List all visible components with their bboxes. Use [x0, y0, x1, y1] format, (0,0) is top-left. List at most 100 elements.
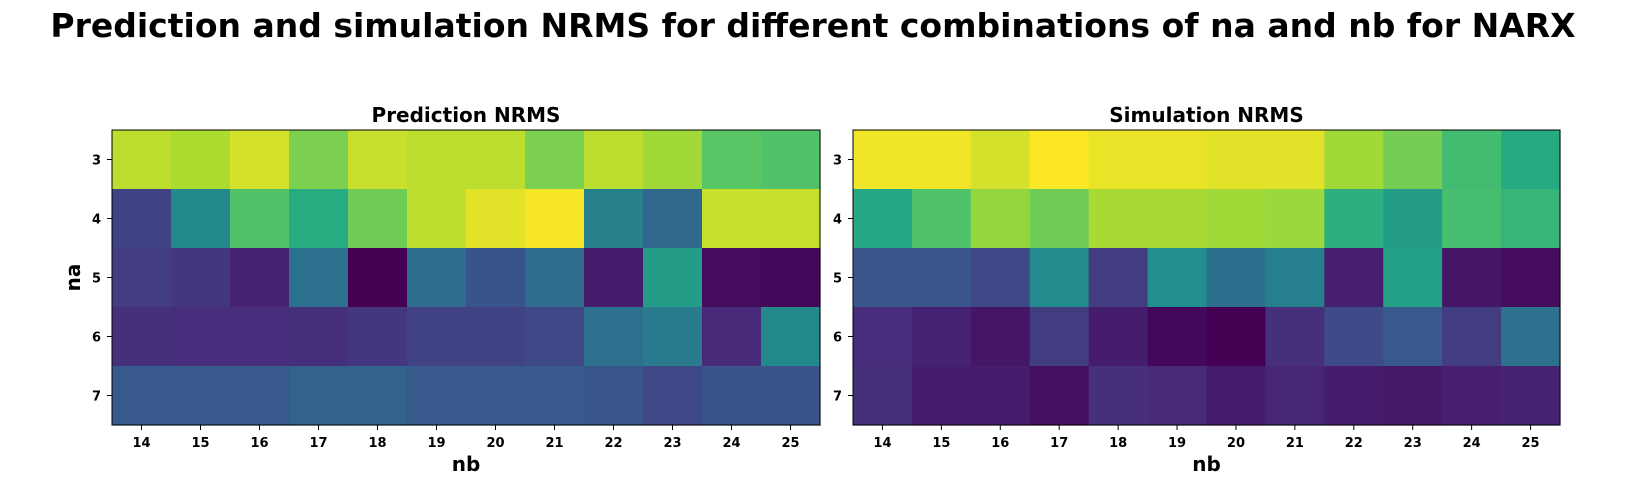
heatmap-cell — [1147, 189, 1208, 249]
heatmap-cell — [1265, 248, 1325, 308]
heatmap-cell — [970, 130, 1031, 190]
x-tick-label: 19 — [1168, 436, 1186, 451]
heatmap-cell — [466, 189, 526, 249]
heatmap-cell — [1501, 307, 1561, 367]
heatmap-cell — [761, 130, 821, 190]
heatmap-cell — [702, 366, 762, 426]
heatmap-cell — [1324, 248, 1384, 308]
heatmap-cell — [911, 248, 972, 308]
heatmap-cell — [761, 189, 821, 249]
heatmap-cell — [171, 189, 231, 249]
heatmap-cell — [1265, 130, 1325, 190]
x-tick-label: 17 — [309, 436, 327, 451]
heatmap-cell — [112, 130, 172, 190]
heatmap-cell — [970, 307, 1031, 367]
heatmap-cell — [853, 130, 913, 190]
x-tick-label: 22 — [604, 436, 622, 451]
x-tick-label: 21 — [1286, 436, 1304, 451]
heatmap-cell — [1029, 189, 1090, 249]
x-tick-label: 21 — [545, 436, 563, 451]
heatmap-cell — [1442, 248, 1502, 308]
heatmap-cell — [171, 366, 231, 426]
heatmap-cell — [1147, 248, 1208, 308]
x-tick-label: 18 — [368, 436, 386, 451]
heatmap-cell — [702, 130, 762, 190]
heatmap-cell — [911, 307, 972, 367]
heatmap-cell — [1383, 248, 1443, 308]
heatmap-cell — [853, 366, 913, 426]
y-tick-label: 4 — [833, 213, 842, 228]
heatmap-cell — [1442, 130, 1502, 190]
x-tick-label: 24 — [722, 436, 740, 451]
heatmap-cell — [1501, 248, 1561, 308]
heatmap-cell — [407, 130, 467, 190]
heatmap-cell — [1029, 366, 1090, 426]
heatmap-cell — [112, 366, 172, 426]
heatmap-cell — [1501, 366, 1561, 426]
heatmap-cell — [1501, 189, 1561, 249]
heatmap-cell — [348, 307, 408, 367]
heatmap-cell — [970, 248, 1031, 308]
x-tick-label: 19 — [427, 436, 445, 451]
heatmap-cell — [1442, 307, 1502, 367]
heatmap-cell — [112, 189, 172, 249]
heatmap-cell — [584, 189, 644, 249]
heatmap-cell — [348, 189, 408, 249]
x-tick-label: 24 — [1463, 436, 1481, 451]
heatmap-cell — [1088, 366, 1149, 426]
heatmap-cell — [643, 307, 703, 367]
heatmap-cell — [112, 307, 172, 367]
heatmap-cell — [702, 189, 762, 249]
heatmap-cell — [1383, 307, 1443, 367]
heatmap-cell — [171, 130, 231, 190]
heatmap-cell — [761, 307, 821, 367]
heatmap-cell — [289, 189, 349, 249]
heatmap-cell — [584, 130, 644, 190]
heatmap-cell — [702, 248, 762, 308]
heatmap-cell — [466, 248, 526, 308]
heatmap-cell — [584, 248, 644, 308]
heatmap-cell — [230, 366, 290, 426]
y-tick-label: 7 — [833, 390, 842, 405]
heatmap-cell — [466, 130, 526, 190]
heatmap-cell — [348, 130, 408, 190]
y-tick-label: 3 — [833, 154, 842, 169]
heatmap-cell — [1029, 130, 1090, 190]
heatmap-cell — [1383, 130, 1443, 190]
heatmap-cell — [1501, 130, 1561, 190]
heatmap-cell — [1324, 189, 1384, 249]
heatmap-cell — [348, 248, 408, 308]
heatmap-cell — [525, 130, 585, 190]
y-tick-label: 6 — [92, 331, 101, 346]
heatmap-cell — [1206, 248, 1267, 308]
heatmap-cell — [853, 189, 913, 249]
heatmap-cell — [525, 248, 585, 308]
heatmap-cell — [1265, 307, 1325, 367]
heatmap-cell — [230, 248, 290, 308]
y-axis-label: na — [61, 264, 85, 292]
heatmap-cell — [911, 130, 972, 190]
heatmap-cell — [1206, 130, 1267, 190]
heatmap-cell — [761, 366, 821, 426]
heatmap-cell — [1324, 366, 1384, 426]
heatmap-cell — [853, 307, 913, 367]
heatmap-cell — [1029, 248, 1090, 308]
y-tick-label: 6 — [833, 331, 842, 346]
x-axis-label: nb — [1192, 452, 1221, 476]
x-tick-label: 25 — [1521, 436, 1539, 451]
heatmap-cell — [643, 130, 703, 190]
heatmap-cell — [970, 366, 1031, 426]
heatmap-cell — [1088, 130, 1149, 190]
heatmap-cell — [171, 248, 231, 308]
subplot-title: Simulation NRMS — [1109, 103, 1304, 127]
heatmap-panel-1: 14 15 16 17 18 19 20 21 22 23 24 25 3 4 5 6 7 Prediction … — [61, 103, 821, 476]
y-tick-label: 7 — [92, 390, 101, 405]
heatmap-cell — [853, 248, 913, 308]
heatmap-cell — [1265, 366, 1325, 426]
heatmap-cell — [761, 248, 821, 308]
heatmap-cell — [1029, 307, 1090, 367]
x-tick-label: 23 — [1404, 436, 1422, 451]
heatmap-cell — [1147, 130, 1208, 190]
heatmap-cell — [1206, 366, 1267, 426]
